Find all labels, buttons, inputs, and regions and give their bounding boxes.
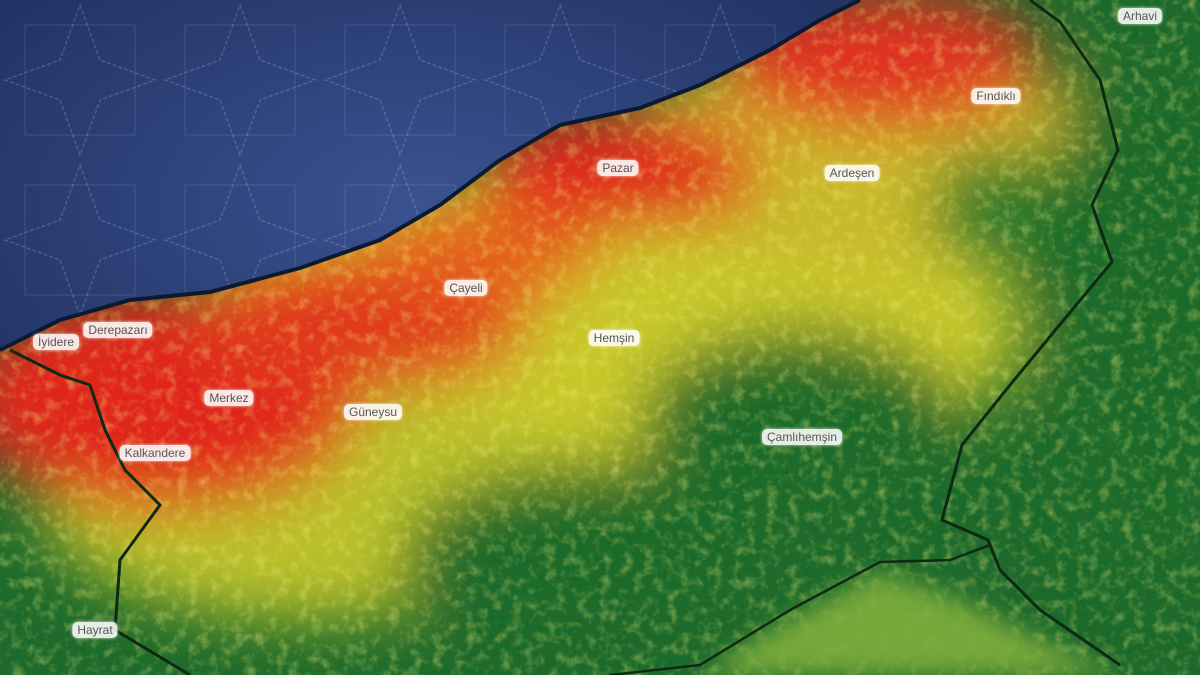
place-label-findikli: Fındıklı [971,88,1021,104]
province-border-west [9,348,191,675]
place-label-ardesen: Ardeşen [824,165,880,181]
place-label-pazar: Pazar [597,160,639,176]
place-label-merkez: Merkez [204,390,254,406]
place-label-iyidere: İyidere [32,334,80,350]
place-label-derepazari: Derepazarı [83,322,153,338]
place-label-guneysu: Güneysu [343,404,403,420]
coastline [0,0,861,352]
place-label-hayrat: Hayrat [72,622,118,638]
place-label-kalkandere: Kalkandere [119,445,191,461]
place-label-arhavi: Arhavi [1117,8,1163,24]
place-label-cayeli: Çayeli [444,280,488,296]
province-border-east [940,0,1121,667]
place-label-hemsin: Hemşin [588,330,640,346]
neighbor-region [700,572,1120,675]
province-border-south [609,543,991,675]
place-label-camlihemsin: Çamlıhemşin [761,429,843,445]
